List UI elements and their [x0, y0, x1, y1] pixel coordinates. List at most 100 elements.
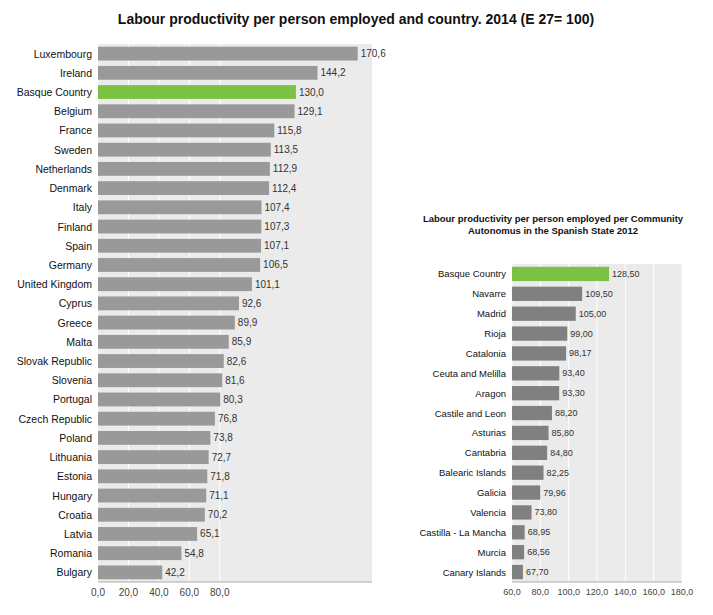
bar — [98, 220, 261, 234]
bar — [98, 508, 205, 522]
data-label: 144,2 — [321, 67, 346, 78]
bar — [98, 239, 261, 253]
data-label: 130,0 — [299, 87, 324, 98]
data-label: 93,40 — [562, 368, 585, 378]
data-label: 93,30 — [562, 388, 585, 398]
data-label: 42,2 — [165, 567, 185, 578]
bar — [512, 346, 566, 360]
category-label: Spain — [65, 240, 92, 252]
data-label: 73,80 — [535, 507, 558, 517]
bar — [512, 326, 567, 340]
data-label: 76,8 — [218, 413, 238, 424]
tick-label: 0,0 — [91, 587, 105, 598]
bar — [512, 307, 576, 321]
data-label: 101,1 — [255, 279, 280, 290]
grid-line — [682, 264, 683, 582]
category-label: Romania — [50, 547, 92, 559]
tick-label: 160,0 — [642, 587, 665, 597]
category-label: Luxembourg — [34, 48, 93, 60]
tick-label: 80,0 — [532, 587, 550, 597]
category-label: Poland — [59, 432, 92, 444]
title-line: Autonomus in the Spanish State 2012 — [468, 225, 638, 236]
data-label: 115,8 — [277, 125, 302, 136]
bar — [98, 66, 318, 80]
chart-title: Labour productivity per person employed … — [423, 213, 684, 237]
bar — [512, 426, 549, 440]
data-label: 112,9 — [273, 163, 298, 174]
bar — [512, 366, 559, 380]
bar — [98, 143, 271, 157]
bar — [98, 277, 252, 291]
category-label: Italy — [73, 201, 93, 213]
tick-label: 140,0 — [614, 587, 637, 597]
category-label: Castilla - La Mancha — [419, 527, 506, 538]
bar — [98, 162, 270, 176]
data-label: 68,56 — [527, 547, 550, 557]
bar — [98, 450, 209, 464]
data-label: 54,8 — [184, 548, 204, 559]
tick-label: 60,0 — [180, 587, 200, 598]
data-label: 129,1 — [298, 106, 323, 117]
category-label: Galicia — [477, 487, 507, 498]
category-label: Sweden — [54, 144, 92, 156]
bar — [98, 373, 222, 387]
data-label: 170,6 — [361, 48, 386, 59]
category-label: Murcia — [477, 547, 506, 558]
category-label: Denmark — [49, 182, 92, 194]
category-label: Malta — [66, 336, 92, 348]
category-label: United Kingdom — [17, 278, 92, 290]
bar — [512, 386, 559, 400]
bar — [98, 258, 260, 272]
data-label: 81,6 — [225, 375, 245, 386]
data-label: 67,70 — [526, 567, 549, 577]
chart: Labour productivity per person employed … — [0, 0, 713, 615]
bar — [512, 267, 609, 281]
bar — [98, 335, 229, 349]
bar — [98, 546, 181, 560]
category-label: Canary Islands — [443, 567, 507, 578]
data-label: 68,95 — [528, 527, 551, 537]
data-label: 73,8 — [213, 432, 233, 443]
bar — [98, 47, 358, 61]
data-label: 107,1 — [264, 240, 289, 251]
category-label: Valencia — [470, 507, 506, 518]
category-label: Hungary — [52, 490, 92, 502]
chart-title: Labour productivity per person employed … — [118, 11, 594, 27]
category-label: Greece — [58, 317, 93, 329]
data-label: 85,80 — [552, 428, 575, 438]
data-label: 109,50 — [585, 289, 613, 299]
bar — [512, 446, 547, 460]
category-label: Slovak Republic — [17, 355, 92, 367]
data-label: 85,9 — [232, 336, 252, 347]
bar — [98, 431, 210, 445]
data-label: 107,3 — [264, 221, 289, 232]
bar — [98, 565, 162, 579]
data-label: 105,00 — [579, 309, 607, 319]
bar — [98, 296, 239, 310]
category-label: Finland — [58, 221, 93, 233]
bar — [98, 104, 295, 118]
category-label: Belgium — [54, 105, 92, 117]
category-label: Cyprus — [59, 297, 92, 309]
data-label: 82,6 — [227, 356, 247, 367]
tick-label: 120,0 — [586, 587, 609, 597]
tick-label: 40,0 — [149, 587, 169, 598]
tick-label: 80,0 — [210, 587, 230, 598]
data-label: 71,1 — [209, 490, 229, 501]
plot-background — [98, 44, 372, 582]
category-label: Portugal — [53, 393, 92, 405]
bar — [512, 466, 544, 480]
title-line: Labour productivity per person employed … — [118, 11, 594, 27]
category-label: Balearic Islands — [439, 467, 506, 478]
data-label: 79,96 — [543, 488, 566, 498]
category-label: Bulgary — [56, 566, 92, 578]
bar — [98, 489, 206, 503]
category-label: Lithuania — [49, 451, 92, 463]
grid-line — [625, 264, 626, 582]
data-label: 82,25 — [547, 468, 570, 478]
bar — [98, 200, 261, 214]
bar — [98, 181, 269, 195]
data-label: 107,4 — [264, 202, 289, 213]
bar — [98, 393, 220, 407]
data-label: 84,80 — [550, 448, 573, 458]
